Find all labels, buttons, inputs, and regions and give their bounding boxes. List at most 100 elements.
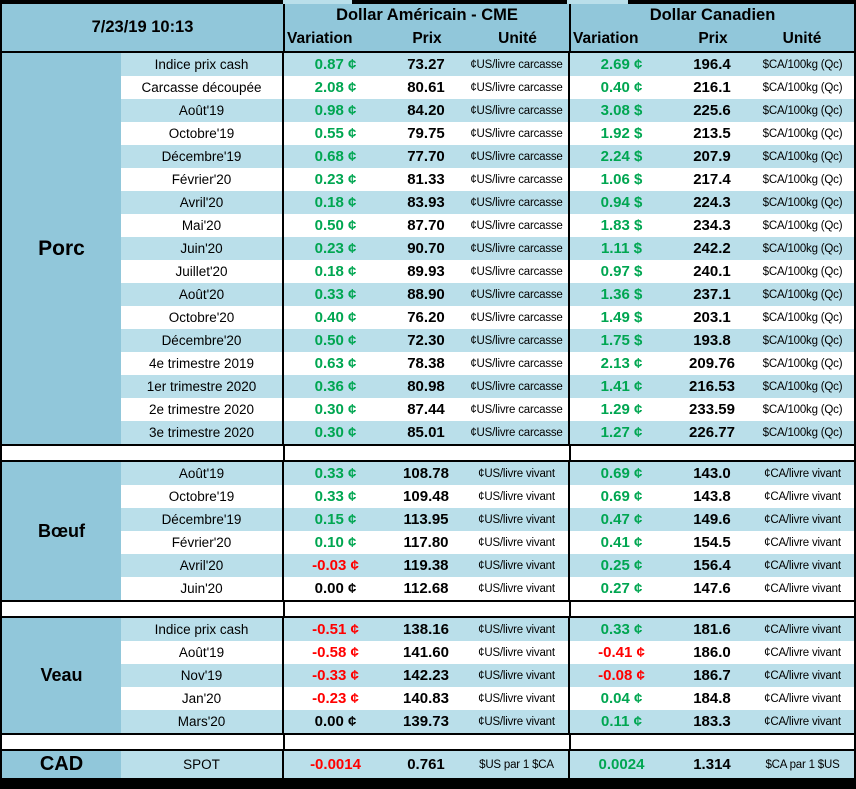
divider (568, 168, 570, 191)
us-variation-cell: 0.30 ¢ (314, 424, 357, 441)
ca-price-cell: 234.3 (693, 217, 731, 234)
ca-variation-header: Variation (573, 30, 639, 47)
row-label: Juillet'20 (175, 264, 228, 279)
ca-price-header: Prix (698, 30, 728, 47)
ca-variation-cell: 0.33 ¢ (600, 621, 643, 638)
us-unit-cell: ¢US/livre vivant (478, 715, 555, 728)
ca-unit-cell: ¢CA/livre vivant (764, 513, 841, 526)
us-variation-cell: -0.23 ¢ (312, 690, 359, 707)
us-unit-cell: ¢US/livre carcasse (470, 265, 563, 278)
us-price-cell: 141.60 (403, 644, 449, 661)
ca-unit-cell: $CA/100kg (Qc) (762, 426, 843, 439)
us-price-cell: 72.30 (407, 332, 445, 349)
ca-price-cell: 184.8 (693, 690, 731, 707)
divider (568, 53, 570, 76)
row-label: Août'19 (178, 645, 225, 660)
us-dollar-header: Dollar Américain - CME Variation Prix Un… (285, 4, 569, 51)
ca-unit-header: Unité (782, 30, 822, 47)
divider (282, 485, 284, 508)
us-unit-cell: ¢US/livre vivant (478, 646, 555, 659)
datetime-text: 7/23/19 10:13 (91, 18, 194, 36)
table-row: Décembre'19 0.68 ¢ 77.70 ¢US/livre carcasse… (121, 145, 854, 168)
table-row: Juillet'20 0.18 ¢ 89.93 ¢US/livre carcasse 0… (121, 260, 854, 283)
divider (282, 99, 284, 122)
ca-variation-cell: 2.69 ¢ (600, 56, 643, 73)
divider (568, 577, 570, 600)
ca-variation-cell: 0.41 ¢ (600, 534, 643, 551)
us-price-cell: 89.93 (407, 263, 445, 280)
divider (569, 4, 571, 51)
table-row: Mai'20 0.50 ¢ 87.70 ¢US/livre carcasse 1.83 … (121, 214, 854, 237)
ca-unit-cell: ¢CA/livre vivant (764, 715, 841, 728)
ca-price-cell: 196.4 (693, 56, 731, 73)
divider (282, 329, 284, 352)
divider (282, 421, 284, 444)
ca-variation-cell: 1.41 ¢ (600, 378, 643, 395)
ca-column-headers: Variation Prix Unité (571, 27, 854, 51)
divider (283, 446, 285, 460)
us-variation-header: Variation (287, 30, 353, 47)
divider (282, 710, 284, 733)
divider (568, 122, 570, 145)
us-variation-cell: 0.10 ¢ (314, 534, 357, 551)
section-rows: Août'19 0.33 ¢ 108.78 ¢US/livre vivant 0.69 … (121, 462, 854, 600)
row-label: Juin'20 (180, 241, 223, 256)
us-variation-cell: 0.33 ¢ (314, 286, 357, 303)
us-dollar-title: Dollar Américain - CME (336, 6, 518, 24)
divider (568, 618, 570, 641)
us-price-header: Prix (412, 30, 442, 47)
ca-unit-cell: $CA/100kg (Qc) (762, 311, 843, 324)
ca-price-cell: 186.7 (693, 667, 731, 684)
ca-dollar-header: Dollar Canadien Variation Prix Unité (571, 4, 854, 51)
divider (568, 421, 570, 444)
row-label: Carcasse découpée (141, 80, 262, 95)
row-label: Mai'20 (181, 218, 222, 233)
bottom-border (2, 778, 854, 789)
us-variation-cell: 0.33 ¢ (314, 465, 357, 482)
ca-price-cell: 143.8 (693, 488, 731, 505)
ca-unit-cell: $CA/100kg (Qc) (762, 81, 843, 94)
row-label: Mars'20 (177, 714, 226, 729)
row-label: 4e trimestre 2019 (148, 356, 255, 371)
ca-unit-cell: $CA/100kg (Qc) (762, 242, 843, 255)
ca-variation-cell: 0.11 ¢ (601, 713, 642, 730)
us-variation-cell: 0.87 ¢ (314, 56, 357, 73)
row-label: Octobre'19 (168, 126, 235, 141)
us-unit-cell: ¢US/livre carcasse (470, 288, 563, 301)
section-rows: Indice prix cash -0.51 ¢ 138.16 ¢US/livre v… (121, 618, 854, 733)
ca-variation-cell: 1.92 $ (600, 125, 643, 142)
table-row: SPOT -0.0014 0.761 $US par 1 $CA 0.0024 1.314… (121, 751, 854, 778)
divider (282, 462, 284, 485)
divider (282, 687, 284, 710)
us-unit-cell: ¢US/livre carcasse (470, 242, 563, 255)
divider (568, 462, 570, 485)
us-unit-cell: ¢US/livre vivant (478, 559, 555, 572)
row-label: Avril'20 (179, 195, 224, 210)
divider (282, 53, 284, 76)
divider (568, 191, 570, 214)
row-label: Août'20 (178, 287, 225, 302)
us-variation-cell: 0.55 ¢ (314, 125, 357, 142)
row-label: 2e trimestre 2020 (148, 402, 255, 417)
datetime-cell: 7/23/19 10:13 (2, 4, 283, 51)
ca-variation-cell: 1.29 ¢ (600, 401, 643, 418)
spacer-row (2, 733, 854, 751)
table-row: Avril'20 0.18 ¢ 83.93 ¢US/livre carcasse 0.9… (121, 191, 854, 214)
table-row: Avril'20 -0.03 ¢ 119.38 ¢US/livre vivant 0.2… (121, 554, 854, 577)
ca-price-cell: 181.6 (693, 621, 731, 638)
divider (568, 260, 570, 283)
us-unit-cell: ¢US/livre carcasse (470, 219, 563, 232)
us-unit-cell: ¢US/livre carcasse (470, 196, 563, 209)
ca-price-cell: 242.2 (693, 240, 731, 257)
ca-variation-cell: 0.69 ¢ (600, 488, 643, 505)
table-row: Nov'19 -0.33 ¢ 142.23 ¢US/livre vivant -0.08… (121, 664, 854, 687)
us-unit-cell: ¢US/livre carcasse (470, 357, 563, 370)
ca-variation-cell: 0.47 ¢ (600, 511, 643, 528)
us-price-cell: 73.27 (407, 56, 445, 73)
section-label-cad: CAD (2, 751, 121, 778)
ca-price-cell: 216.53 (689, 378, 735, 395)
ca-unit-cell: ¢CA/livre vivant (764, 559, 841, 572)
ca-variation-cell: 2.24 $ (600, 148, 643, 165)
us-price-cell: 108.78 (403, 465, 449, 482)
ca-price-cell: 217.4 (693, 171, 731, 188)
